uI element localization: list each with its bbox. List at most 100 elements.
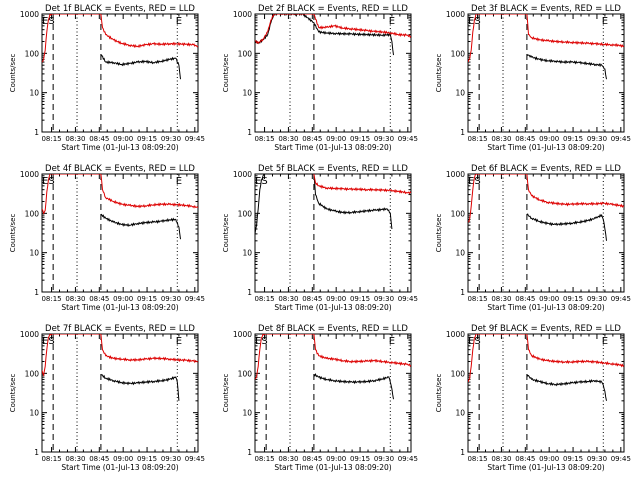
y-tick-label: 10 <box>455 249 465 258</box>
x-tick-label: 09:45 <box>398 295 418 303</box>
y-tick-label: 1 <box>460 448 465 457</box>
events-series-line <box>526 213 607 241</box>
x-tick-label: 09:30 <box>374 135 394 143</box>
x-axis-label: Start Time (01-Jul-13 08:09:20) <box>274 463 391 472</box>
event-marker-label-e: E <box>42 16 48 27</box>
x-tick-label: 09:00 <box>326 295 346 303</box>
y-tick-label: 100 <box>238 49 253 58</box>
x-tick-label: 08:45 <box>89 455 109 463</box>
x-tick-label: 08:15 <box>41 135 61 143</box>
y-axis-label: Counts/sec <box>435 374 443 413</box>
x-tick-label: 09:45 <box>185 295 205 303</box>
y-tick-label: 10 <box>29 89 39 98</box>
y-tick-label: 1000 <box>20 330 39 339</box>
x-tick-label: 08:15 <box>467 455 487 463</box>
x-tick-label: 09:30 <box>587 295 607 303</box>
x-tick-label: 08:45 <box>302 295 322 303</box>
x-tick-label: 08:30 <box>491 455 511 463</box>
lld-series-line <box>468 14 624 63</box>
x-tick-label: 09:45 <box>185 455 205 463</box>
event-marker-label-e: E <box>468 336 474 347</box>
lld-series-line <box>255 334 411 380</box>
x-tick-label: 08:15 <box>467 135 487 143</box>
y-tick-label: 100 <box>451 49 466 58</box>
x-tick-label: 08:45 <box>89 135 109 143</box>
x-axis-label: Start Time (01-Jul-13 08:09:20) <box>61 303 178 312</box>
x-tick-label: 09:00 <box>113 135 133 143</box>
event-marker-label-s: S <box>261 336 267 347</box>
y-axis-label: Counts/sec <box>435 214 443 253</box>
event-marker-label-e: E <box>389 16 395 27</box>
event-marker-label-e: E <box>255 176 261 187</box>
event-marker-label-e: E <box>176 336 182 347</box>
chart-panel-9: Det 9f BLACK = Events, RED = LLD 1 10 100 10… <box>435 324 631 472</box>
series-group <box>255 334 411 400</box>
plot-frame <box>41 173 199 293</box>
plot-frame <box>467 173 625 293</box>
event-marker-label-s: S <box>261 176 267 187</box>
x-tick-label: 09:00 <box>326 135 346 143</box>
chart-panel-1: Det 1f BLACK = Events, RED = LLD 1 10 100 10… <box>9 4 205 152</box>
x-tick-label: 09:15 <box>563 135 583 143</box>
x-tick-label: 09:30 <box>374 455 394 463</box>
x-tick-label: 09:00 <box>539 455 559 463</box>
y-tick-label: 100 <box>25 369 40 378</box>
event-marker-label-e: E <box>389 336 395 347</box>
x-tick-label: 09:00 <box>539 295 559 303</box>
x-tick-label: 08:30 <box>65 135 85 143</box>
chart-title: Det 8f BLACK = Events, RED = LLD <box>258 324 408 334</box>
x-tick-label: 09:30 <box>161 455 181 463</box>
x-tick-label: 08:15 <box>254 135 274 143</box>
y-tick-label: 10 <box>29 409 39 418</box>
y-tick-label: 1 <box>460 128 465 137</box>
x-axis-label: Start Time (01-Jul-13 08:09:20) <box>61 463 178 472</box>
y-tick-label: 100 <box>238 209 253 218</box>
x-tick-label: 09:15 <box>350 295 370 303</box>
x-tick-label: 09:45 <box>611 455 631 463</box>
x-tick-label: 08:45 <box>89 295 109 303</box>
plot-frame <box>467 333 625 453</box>
chart-panel-5: Det 5f BLACK = Events, RED = LLD 1 10 100 10… <box>222 164 418 312</box>
plot-frame <box>41 13 199 133</box>
x-tick-label: 09:15 <box>137 295 157 303</box>
event-marker-label-s: S <box>48 16 54 27</box>
x-tick-label: 09:30 <box>587 455 607 463</box>
events-series-line <box>255 14 394 56</box>
event-marker-label-s: S <box>48 336 54 347</box>
y-tick-label: 1000 <box>20 170 39 179</box>
x-tick-label: 08:15 <box>254 455 274 463</box>
x-tick-label: 09:45 <box>398 455 418 463</box>
x-tick-label: 08:30 <box>65 455 85 463</box>
x-tick-label: 09:30 <box>374 295 394 303</box>
event-marker-label-s: S <box>474 176 480 187</box>
chart-panel-2: Det 2f BLACK = Events, RED = LLD 1 10 100 10… <box>222 4 418 152</box>
y-axis-label: Counts/sec <box>222 214 230 253</box>
x-tick-label: 09:30 <box>161 295 181 303</box>
y-axis-label: Counts/sec <box>435 54 443 93</box>
y-tick-label: 1 <box>247 128 252 137</box>
y-tick-label: 1000 <box>446 10 465 19</box>
y-tick-label: 1 <box>460 288 465 297</box>
x-tick-label: 09:15 <box>350 455 370 463</box>
x-axis-label: Start Time (01-Jul-13 08:09:20) <box>61 143 178 152</box>
lld-series-line <box>42 174 198 215</box>
events-series-line <box>526 53 607 80</box>
event-marker-label-e: E <box>602 16 608 27</box>
x-tick-label: 09:00 <box>326 455 346 463</box>
event-marker-label-e: E <box>176 16 182 27</box>
chart-panel-4: Det 4f BLACK = Events, RED = LLD 1 10 100 10… <box>9 164 205 312</box>
x-tick-label: 08:30 <box>278 455 298 463</box>
y-tick-label: 10 <box>29 249 39 258</box>
chart-title: Det 5f BLACK = Events, RED = LLD <box>258 164 408 174</box>
x-tick-label: 09:15 <box>563 295 583 303</box>
y-tick-label: 100 <box>238 369 253 378</box>
chart-title: Det 9f BLACK = Events, RED = LLD <box>471 324 621 334</box>
y-tick-label: 10 <box>242 89 252 98</box>
plot-frame <box>254 333 412 453</box>
y-tick-label: 10 <box>455 409 465 418</box>
y-axis-label: Counts/sec <box>9 374 17 413</box>
x-axis-label: Start Time (01-Jul-13 08:09:20) <box>487 463 604 472</box>
chart-title: Det 1f BLACK = Events, RED = LLD <box>45 4 195 14</box>
x-tick-label: 08:15 <box>41 455 61 463</box>
